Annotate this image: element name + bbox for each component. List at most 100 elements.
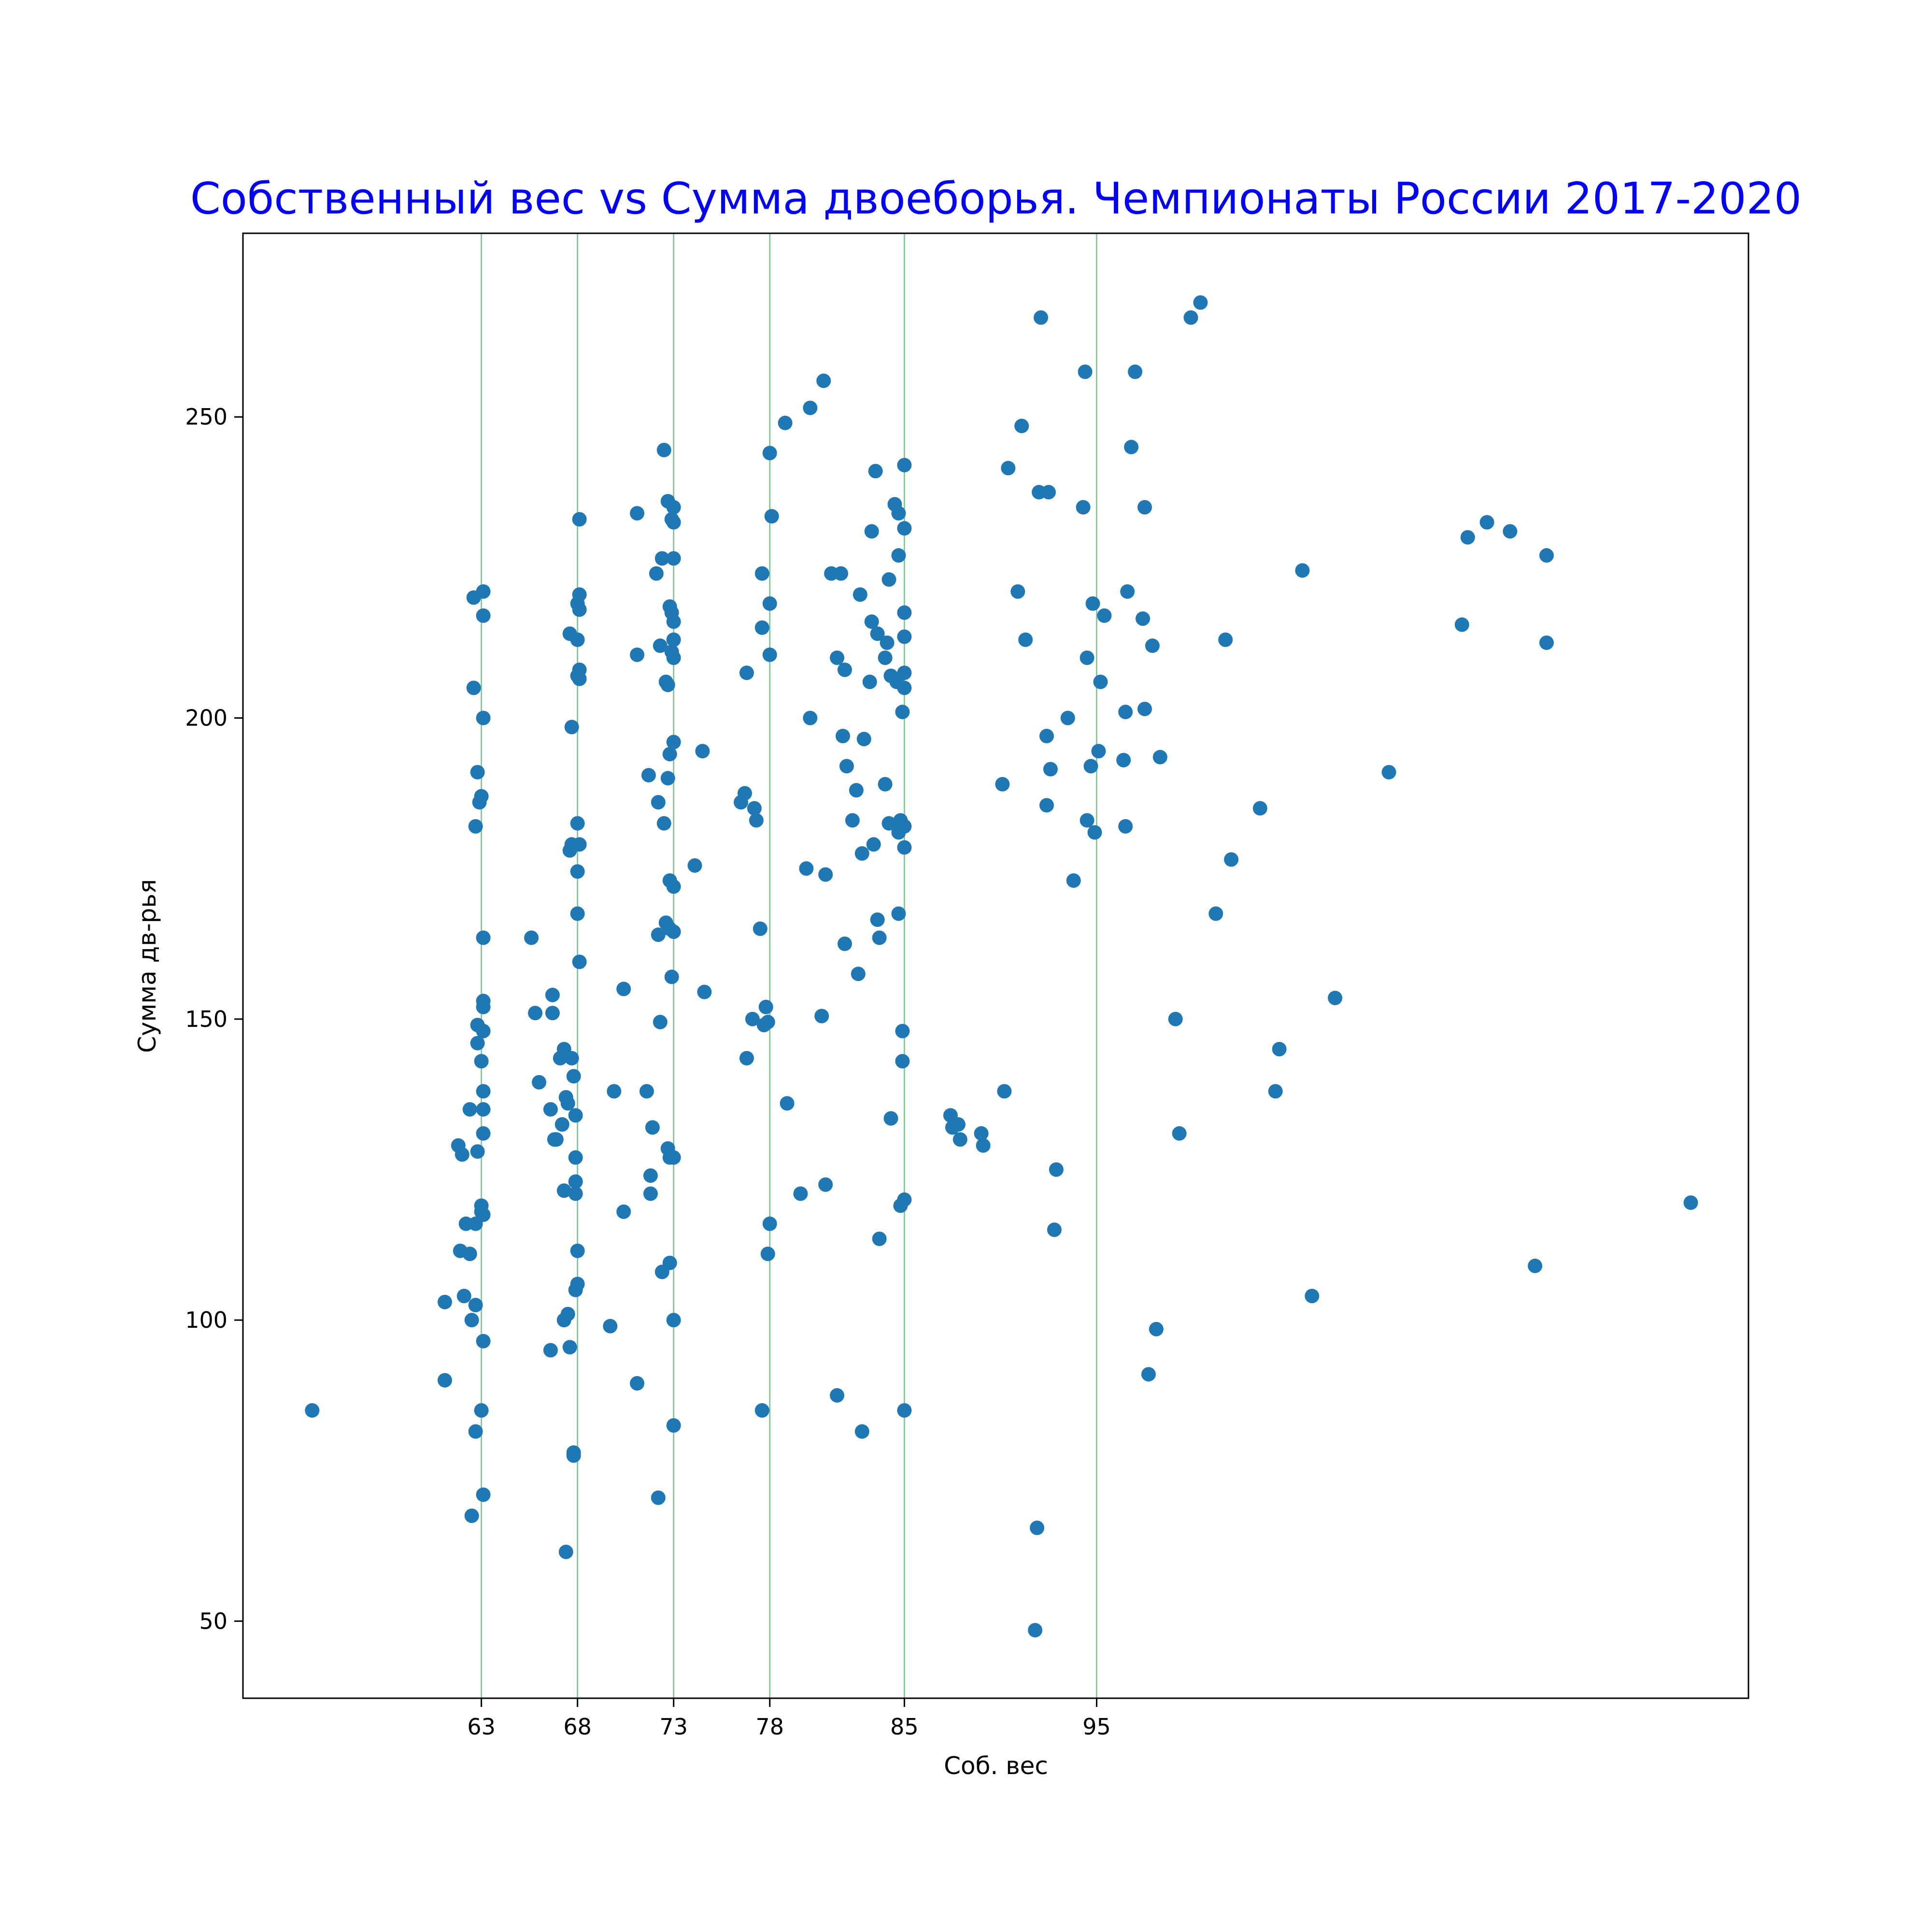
data-point (630, 647, 645, 662)
data-point (818, 1177, 833, 1192)
data-point (1078, 364, 1093, 379)
plot-area-frame (242, 232, 1749, 1699)
data-point (1043, 762, 1058, 777)
data-point (653, 1015, 668, 1030)
data-point (607, 1084, 622, 1099)
data-point (1528, 1258, 1543, 1273)
data-point (476, 1207, 491, 1222)
data-point (836, 728, 851, 743)
data-point (476, 999, 491, 1014)
data-point (881, 572, 896, 587)
data-point (687, 858, 702, 873)
data-point (1305, 1289, 1320, 1304)
data-point (745, 1011, 760, 1026)
data-point (666, 1418, 681, 1433)
data-point (1018, 632, 1033, 647)
data-point (974, 1126, 989, 1141)
data-point (1268, 1084, 1283, 1099)
data-point (895, 1023, 910, 1038)
data-point (568, 1108, 583, 1123)
data-point (780, 1096, 795, 1111)
data-point (560, 1307, 575, 1321)
data-point (1039, 798, 1054, 813)
data-point (1683, 1195, 1698, 1210)
y-axis-label: Сумма дв-рья (133, 879, 161, 1053)
data-point (849, 783, 864, 798)
data-point (474, 1403, 489, 1418)
data-point (649, 566, 664, 581)
data-point (476, 584, 491, 599)
data-point (1030, 1520, 1045, 1535)
data-point (897, 521, 912, 536)
data-point (568, 1174, 583, 1189)
data-point (1060, 710, 1075, 725)
data-point (754, 620, 769, 635)
data-point (1141, 1367, 1156, 1382)
x-tick-label: 95 (1082, 1714, 1111, 1740)
data-point (570, 632, 585, 647)
y-tick-label: 150 (185, 1006, 227, 1032)
data-point (883, 1111, 898, 1126)
data-point (437, 1294, 452, 1309)
data-point (476, 1126, 491, 1141)
data-point (1066, 873, 1081, 888)
data-point (666, 924, 681, 939)
data-point (1272, 1042, 1287, 1057)
data-point (464, 1313, 479, 1328)
y-tick-label: 100 (185, 1307, 227, 1333)
data-point (572, 671, 587, 686)
data-point (758, 999, 773, 1014)
data-point (666, 650, 681, 665)
y-tick-label: 200 (185, 705, 227, 731)
data-point (543, 1102, 558, 1117)
data-point (995, 777, 1010, 792)
data-point (572, 587, 587, 602)
data-point (897, 681, 912, 696)
data-point (738, 786, 752, 801)
data-point (476, 1102, 491, 1117)
data-point (1136, 611, 1151, 626)
data-point (1193, 295, 1208, 310)
data-point (1001, 461, 1016, 476)
x-tick-label: 63 (467, 1714, 496, 1740)
data-point (543, 1343, 558, 1358)
data-point (570, 906, 585, 921)
data-point (630, 1376, 645, 1391)
data-point (1539, 548, 1554, 563)
data-point (1137, 500, 1152, 515)
data-point (666, 614, 681, 629)
data-point (476, 930, 491, 945)
data-point (666, 551, 681, 566)
data-point (564, 1051, 579, 1065)
data-point (1539, 635, 1554, 650)
data-point (1041, 485, 1056, 500)
data-point (1454, 617, 1469, 632)
data-point (1028, 1623, 1043, 1638)
data-point (1091, 744, 1106, 759)
data-point (566, 1069, 581, 1084)
data-point (1328, 991, 1343, 1006)
data-point (695, 744, 710, 759)
data-point (437, 1373, 452, 1388)
data-point (1076, 500, 1091, 515)
data-point (1381, 765, 1396, 780)
data-point (864, 614, 879, 629)
data-point (1010, 584, 1025, 599)
data-point (897, 840, 912, 855)
x-tick-label: 73 (659, 1714, 688, 1740)
data-point (845, 813, 860, 828)
data-point (572, 602, 587, 617)
data-point (866, 837, 881, 852)
data-point (852, 587, 867, 602)
data-point (464, 1508, 479, 1523)
data-point (568, 1150, 583, 1165)
data-point (1080, 650, 1094, 665)
data-point (1208, 906, 1223, 921)
data-point (851, 966, 866, 981)
data-point (818, 867, 833, 882)
data-point (566, 1448, 581, 1463)
data-point (455, 1147, 469, 1162)
data-point (564, 720, 579, 735)
data-point (524, 930, 539, 945)
data-point (545, 987, 560, 1002)
